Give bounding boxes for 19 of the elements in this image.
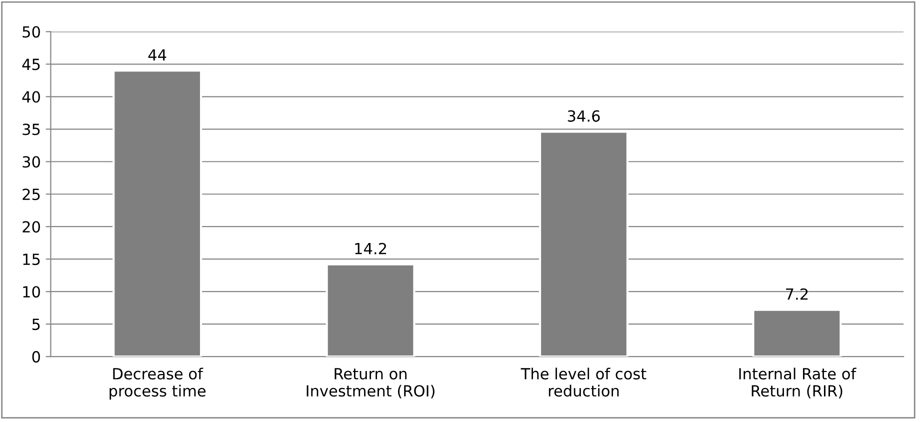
x-tick-label: Internal Rate of Return (RIR) xyxy=(739,368,856,398)
y-tick-label: 45 xyxy=(22,58,40,70)
y-tick-label: 0 xyxy=(32,351,40,363)
y-tick-label: 20 xyxy=(22,221,40,233)
data-label: 7.2 xyxy=(786,288,808,300)
y-tick-label: 50 xyxy=(22,26,40,38)
y-tick-label: 40 xyxy=(22,91,40,103)
y-tick-label: 25 xyxy=(22,188,40,200)
y-tick-label: 10 xyxy=(23,286,40,298)
x-tick-label: The level of cost reduction xyxy=(520,368,646,397)
y-tick-label: 15 xyxy=(23,254,40,266)
y-tick-label: 35 xyxy=(22,124,40,136)
data-label: 44 xyxy=(148,49,166,61)
y-tick-label: 30 xyxy=(22,156,40,168)
data-label: 14.2 xyxy=(355,242,386,254)
x-tick-label: Decrease of process time xyxy=(110,368,206,400)
x-tick-label: Return on Investment (ROI) xyxy=(306,368,434,398)
data-label: 34.6 xyxy=(568,110,600,122)
y-tick-label: 5 xyxy=(32,318,40,330)
